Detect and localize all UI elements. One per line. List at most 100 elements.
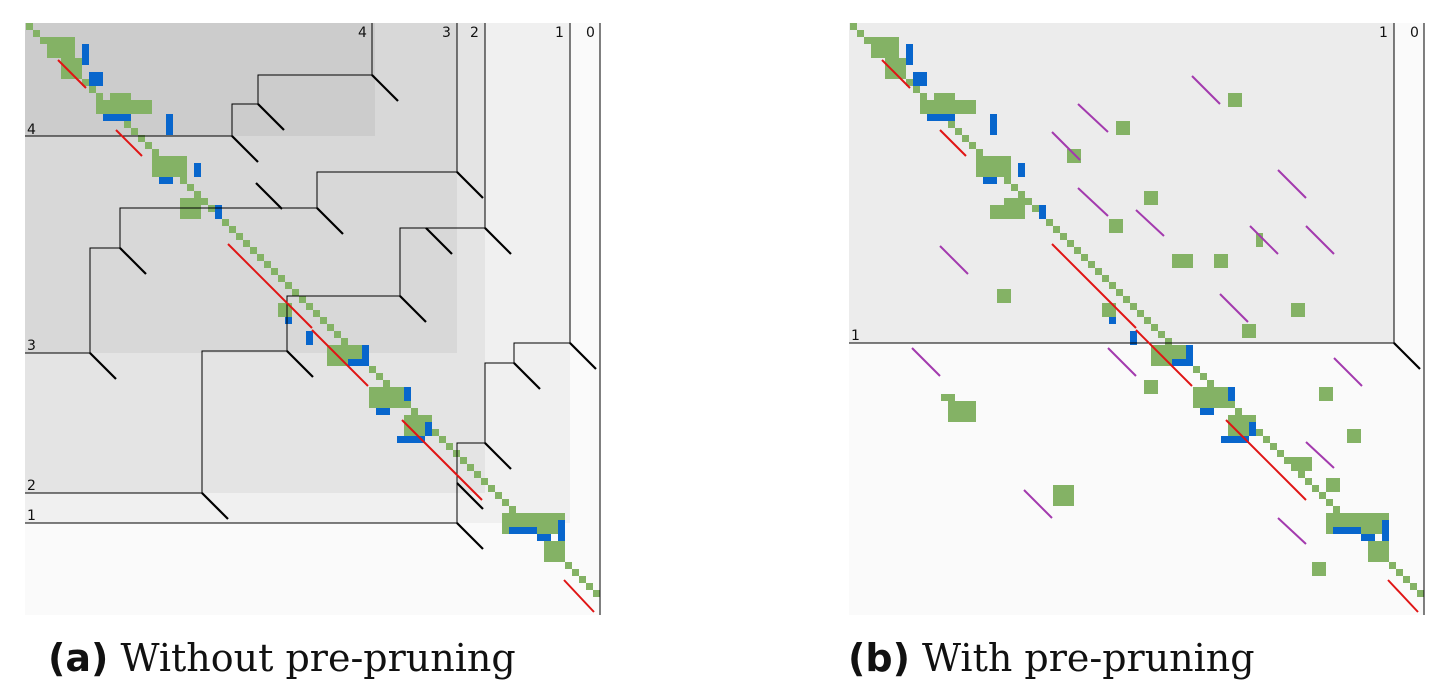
matrix-cell: [1018, 191, 1025, 198]
matrix-cell: [411, 422, 418, 429]
matrix-cell: [1116, 289, 1123, 296]
matrix-cell: [1403, 576, 1410, 583]
matrix-cell: [1172, 261, 1179, 268]
matrix-cell: [103, 100, 110, 107]
matrix-cell: [579, 576, 586, 583]
matrix-cell: [1067, 492, 1074, 499]
matrix-cell: [124, 114, 131, 121]
matrix-cell: [997, 156, 1004, 163]
matrix-cell: [962, 408, 969, 415]
level-label-0: 0: [1410, 25, 1419, 41]
tree-node-ticks-a: [89, 74, 597, 550]
matrix-cell: [285, 303, 292, 310]
matrix-cell: [376, 401, 383, 408]
matrix-cell: [1347, 436, 1354, 443]
matrix-cell: [1088, 261, 1095, 268]
matrix-cell: [215, 212, 222, 219]
matrix-cell: [180, 170, 187, 177]
matrix-cell: [411, 415, 418, 422]
matrix-cell: [544, 534, 551, 541]
matrix-cell: [509, 520, 516, 527]
matrix-cell: [131, 100, 138, 107]
matrix-cell: [1375, 520, 1382, 527]
nonzero-cells-b: [850, 23, 1424, 597]
matrix-cell: [1347, 520, 1354, 527]
matrix-cell: [1144, 198, 1151, 205]
matrix-cell: [47, 37, 54, 44]
matrix-cell: [117, 100, 124, 107]
matrix-cell: [1165, 345, 1172, 352]
purple-lines-b: [911, 75, 1363, 545]
matrix-cell: [1256, 240, 1263, 247]
matrix-cell: [1333, 527, 1340, 534]
matrix-cell: [551, 513, 558, 520]
matrix-cell: [1382, 527, 1389, 534]
matrix-cell: [82, 51, 89, 58]
matrix-cell: [404, 429, 411, 436]
matrix-cell: [68, 58, 75, 65]
matrix-cell: [1305, 464, 1312, 471]
matrix-cell: [145, 107, 152, 114]
matrix-cell: [82, 44, 89, 51]
matrix-cell: [110, 107, 117, 114]
matrix-cell: [222, 219, 229, 226]
matrix-cell: [1053, 499, 1060, 506]
matrix-cell: [955, 100, 962, 107]
matrix-cell: [1319, 394, 1326, 401]
matrix-cell: [194, 170, 201, 177]
matrix-cell: [544, 527, 551, 534]
matrix-cell: [509, 513, 516, 520]
matrix-cell: [404, 394, 411, 401]
matrix-cell: [75, 72, 82, 79]
matrix-cell: [404, 387, 411, 394]
matrix-cell: [243, 240, 250, 247]
matrix-cell: [383, 408, 390, 415]
matrix-cell: [173, 163, 180, 170]
matrix-cell: [166, 121, 173, 128]
caption-b: (b) With pre-pruning: [848, 636, 1255, 680]
matrix-cell: [376, 387, 383, 394]
matrix-cell: [1242, 331, 1249, 338]
matrix-cell: [1200, 373, 1207, 380]
matrix-cell: [1102, 303, 1109, 310]
matrix-cell: [1368, 555, 1375, 562]
caption-a: (a) Without pre-pruning: [48, 636, 516, 680]
matrix-cell: [1242, 429, 1249, 436]
matrix-cell: [397, 394, 404, 401]
matrix-cell: [1207, 387, 1214, 394]
matrix-cell: [68, 65, 75, 72]
matrix-cell: [1249, 429, 1256, 436]
matrix-cell: [1039, 205, 1046, 212]
matrix-cell: [502, 520, 509, 527]
matrix-cell: [327, 324, 334, 331]
matrix-cell: [1004, 289, 1011, 296]
matrix-cell: [1179, 352, 1186, 359]
matrix-cell: [460, 457, 467, 464]
matrix-cell: [117, 93, 124, 100]
matrix-cell: [892, 51, 899, 58]
matrix-cell: [467, 464, 474, 471]
matrix-cell: [1368, 548, 1375, 555]
matrix-cell: [1214, 401, 1221, 408]
matrix-cell: [1249, 331, 1256, 338]
matrix-cell: [551, 555, 558, 562]
matrix-cell: [96, 100, 103, 107]
matrix-cell: [1018, 198, 1025, 205]
matrix-cell: [1067, 156, 1074, 163]
matrix-cell: [397, 401, 404, 408]
matrix-cell: [138, 135, 145, 142]
matrix-cell: [159, 170, 166, 177]
matrix-cell: [1179, 345, 1186, 352]
matrix-cell: [1375, 548, 1382, 555]
matrix-cell: [173, 170, 180, 177]
matrix-cell: [1340, 513, 1347, 520]
matrix-cell: [1200, 401, 1207, 408]
matrix-cell: [572, 569, 579, 576]
matrix-cell: [1354, 429, 1361, 436]
matrix-cell: [1130, 338, 1137, 345]
matrix-cell: [948, 100, 955, 107]
matrix-cell: [68, 37, 75, 44]
matrix-cell: [54, 51, 61, 58]
matrix-cell: [1214, 387, 1221, 394]
matrix-cell: [1179, 261, 1186, 268]
